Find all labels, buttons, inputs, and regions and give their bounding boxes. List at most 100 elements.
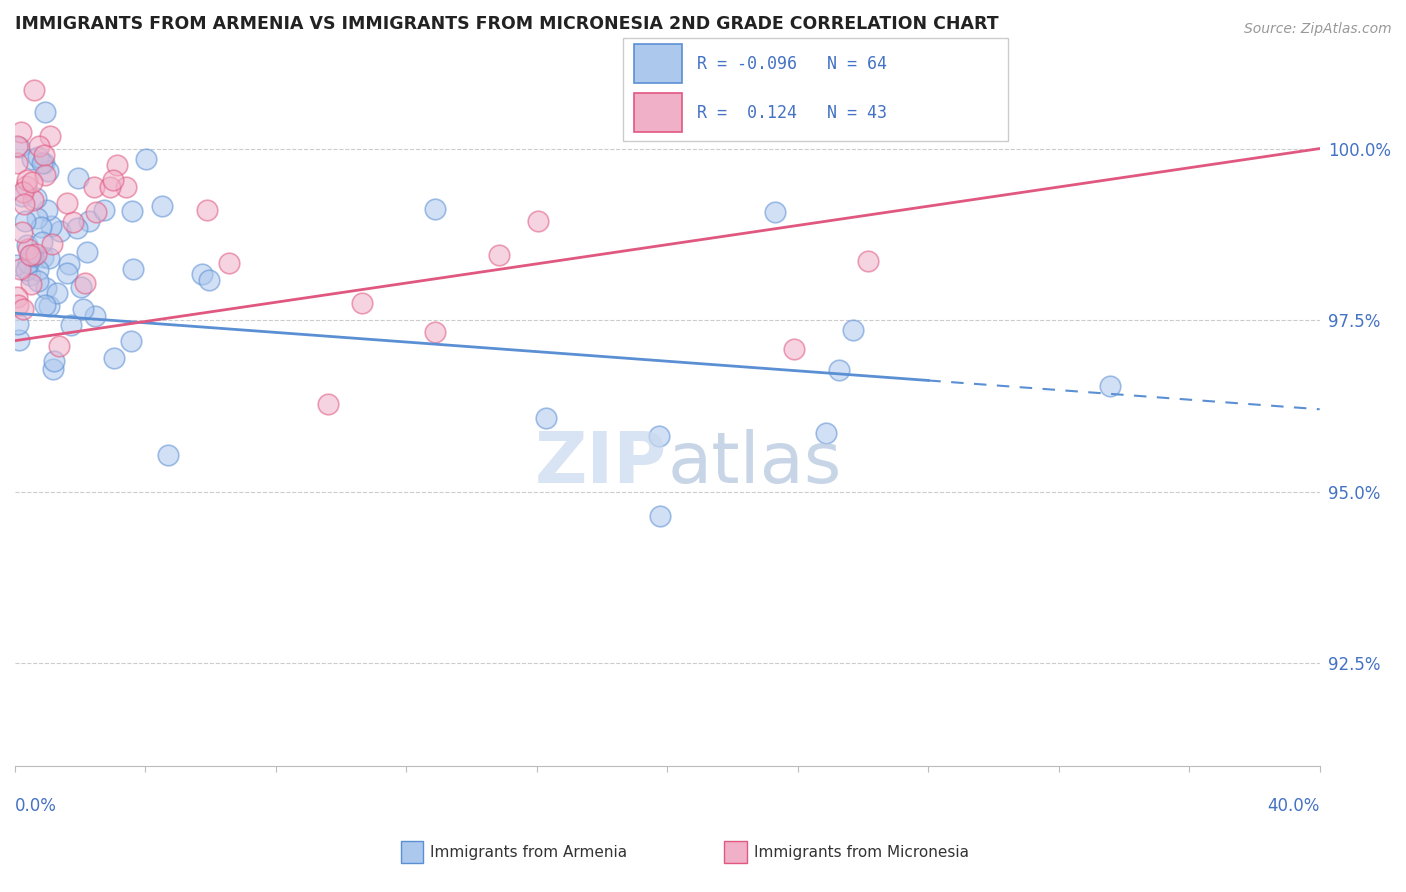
- Point: [783, 342, 806, 356]
- Text: 0.0%: 0.0%: [15, 797, 56, 814]
- Point: [11, 185, 34, 199]
- Point: [527, 214, 550, 228]
- Point: [316, 397, 339, 411]
- Point: [70, 279, 93, 293]
- Point: [534, 411, 557, 425]
- Point: [22, 249, 45, 263]
- Point: [42, 362, 65, 376]
- Point: [14, 214, 37, 228]
- Point: [66, 170, 89, 185]
- Point: [842, 323, 865, 337]
- Point: [14, 178, 37, 193]
- Point: [48, 339, 70, 353]
- Point: [190, 267, 212, 281]
- Point: [150, 199, 173, 213]
- Point: [198, 273, 221, 287]
- Point: [76, 245, 98, 260]
- Point: [157, 449, 180, 463]
- Point: [6, 139, 28, 153]
- FancyBboxPatch shape: [634, 94, 682, 132]
- Point: [42, 354, 65, 368]
- Point: [20, 248, 42, 262]
- Point: [25, 247, 48, 261]
- Point: [121, 204, 143, 219]
- Text: Source: ZipAtlas.com: Source: ZipAtlas.com: [1244, 22, 1392, 37]
- Point: [38, 300, 60, 314]
- Point: [59, 318, 82, 333]
- Point: [105, 158, 128, 172]
- Point: [350, 296, 373, 310]
- Point: [7, 318, 30, 332]
- Point: [7, 333, 30, 347]
- Point: [38, 251, 60, 265]
- Point: [28, 139, 51, 153]
- Point: [34, 169, 56, 183]
- Point: [423, 325, 446, 339]
- Point: [45, 286, 67, 301]
- Point: [21, 193, 44, 207]
- Point: [763, 205, 786, 219]
- Point: [83, 310, 105, 324]
- Point: [56, 196, 79, 211]
- Text: 40.0%: 40.0%: [1267, 797, 1320, 814]
- Point: [20, 268, 42, 282]
- Point: [15, 173, 38, 187]
- Point: [35, 203, 58, 218]
- Point: [21, 175, 44, 189]
- Point: [77, 213, 100, 227]
- Point: [13, 197, 35, 211]
- Point: [20, 277, 42, 291]
- Point: [39, 219, 62, 233]
- FancyBboxPatch shape: [634, 45, 682, 83]
- Point: [11, 226, 34, 240]
- Point: [30, 220, 52, 235]
- Text: IMMIGRANTS FROM ARMENIA VS IMMIGRANTS FROM MICRONESIA 2ND GRADE CORRELATION CHAR: IMMIGRANTS FROM ARMENIA VS IMMIGRANTS FR…: [15, 15, 998, 33]
- Point: [218, 256, 240, 270]
- Point: [84, 204, 107, 219]
- Point: [103, 173, 125, 187]
- FancyBboxPatch shape: [623, 37, 1008, 141]
- Point: [56, 266, 79, 280]
- Point: [114, 179, 136, 194]
- Point: [10, 125, 32, 139]
- Text: Immigrants from Micronesia: Immigrants from Micronesia: [754, 845, 969, 860]
- Point: [1099, 379, 1122, 393]
- Point: [647, 429, 669, 443]
- Point: [41, 237, 63, 252]
- Point: [8, 262, 31, 277]
- Point: [121, 261, 143, 276]
- Point: [103, 351, 125, 365]
- Point: [27, 150, 49, 164]
- Point: [856, 254, 879, 268]
- Point: [120, 334, 142, 348]
- Point: [7, 298, 30, 312]
- Text: atlas: atlas: [668, 429, 842, 498]
- Point: [650, 508, 672, 523]
- Point: [37, 164, 59, 178]
- Point: [15, 263, 38, 277]
- Point: [39, 129, 62, 144]
- Point: [62, 215, 84, 229]
- Point: [31, 156, 53, 170]
- Point: [18, 248, 41, 262]
- Point: [34, 155, 56, 169]
- Text: ZIP: ZIP: [536, 429, 668, 498]
- Point: [31, 235, 53, 249]
- Text: R = -0.096   N = 64: R = -0.096 N = 64: [697, 54, 887, 72]
- Point: [17, 242, 39, 256]
- Point: [27, 274, 49, 288]
- Point: [25, 191, 48, 205]
- Point: [34, 298, 56, 312]
- Point: [13, 301, 35, 316]
- Point: [6, 258, 28, 272]
- Point: [49, 224, 72, 238]
- Text: Immigrants from Armenia: Immigrants from Armenia: [430, 845, 627, 860]
- Point: [93, 202, 115, 217]
- Point: [7, 139, 30, 153]
- Point: [15, 237, 38, 252]
- Point: [27, 211, 49, 225]
- Point: [34, 104, 56, 119]
- Point: [135, 152, 157, 166]
- Point: [32, 250, 55, 264]
- Point: [22, 83, 45, 97]
